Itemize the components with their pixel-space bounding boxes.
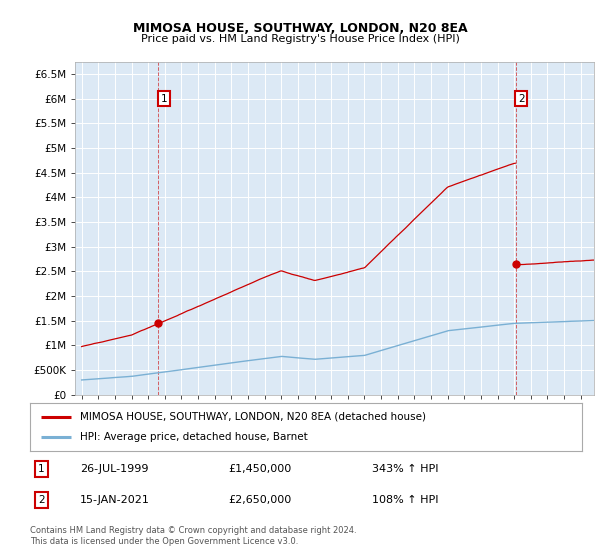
Text: Contains HM Land Registry data © Crown copyright and database right 2024.
This d: Contains HM Land Registry data © Crown c… — [30, 526, 356, 546]
Text: 26-JUL-1999: 26-JUL-1999 — [80, 464, 148, 474]
Text: 343% ↑ HPI: 343% ↑ HPI — [372, 464, 439, 474]
Text: MIMOSA HOUSE, SOUTHWAY, LONDON, N20 8EA: MIMOSA HOUSE, SOUTHWAY, LONDON, N20 8EA — [133, 21, 467, 35]
Text: HPI: Average price, detached house, Barnet: HPI: Average price, detached house, Barn… — [80, 432, 307, 442]
Text: 2: 2 — [518, 94, 524, 104]
Text: 1: 1 — [38, 464, 45, 474]
Text: 1: 1 — [160, 94, 167, 104]
Text: Price paid vs. HM Land Registry's House Price Index (HPI): Price paid vs. HM Land Registry's House … — [140, 34, 460, 44]
Text: 108% ↑ HPI: 108% ↑ HPI — [372, 495, 439, 505]
Text: 2: 2 — [38, 495, 45, 505]
Text: £1,450,000: £1,450,000 — [229, 464, 292, 474]
Text: MIMOSA HOUSE, SOUTHWAY, LONDON, N20 8EA (detached house): MIMOSA HOUSE, SOUTHWAY, LONDON, N20 8EA … — [80, 412, 425, 422]
Text: 15-JAN-2021: 15-JAN-2021 — [80, 495, 149, 505]
Text: £2,650,000: £2,650,000 — [229, 495, 292, 505]
